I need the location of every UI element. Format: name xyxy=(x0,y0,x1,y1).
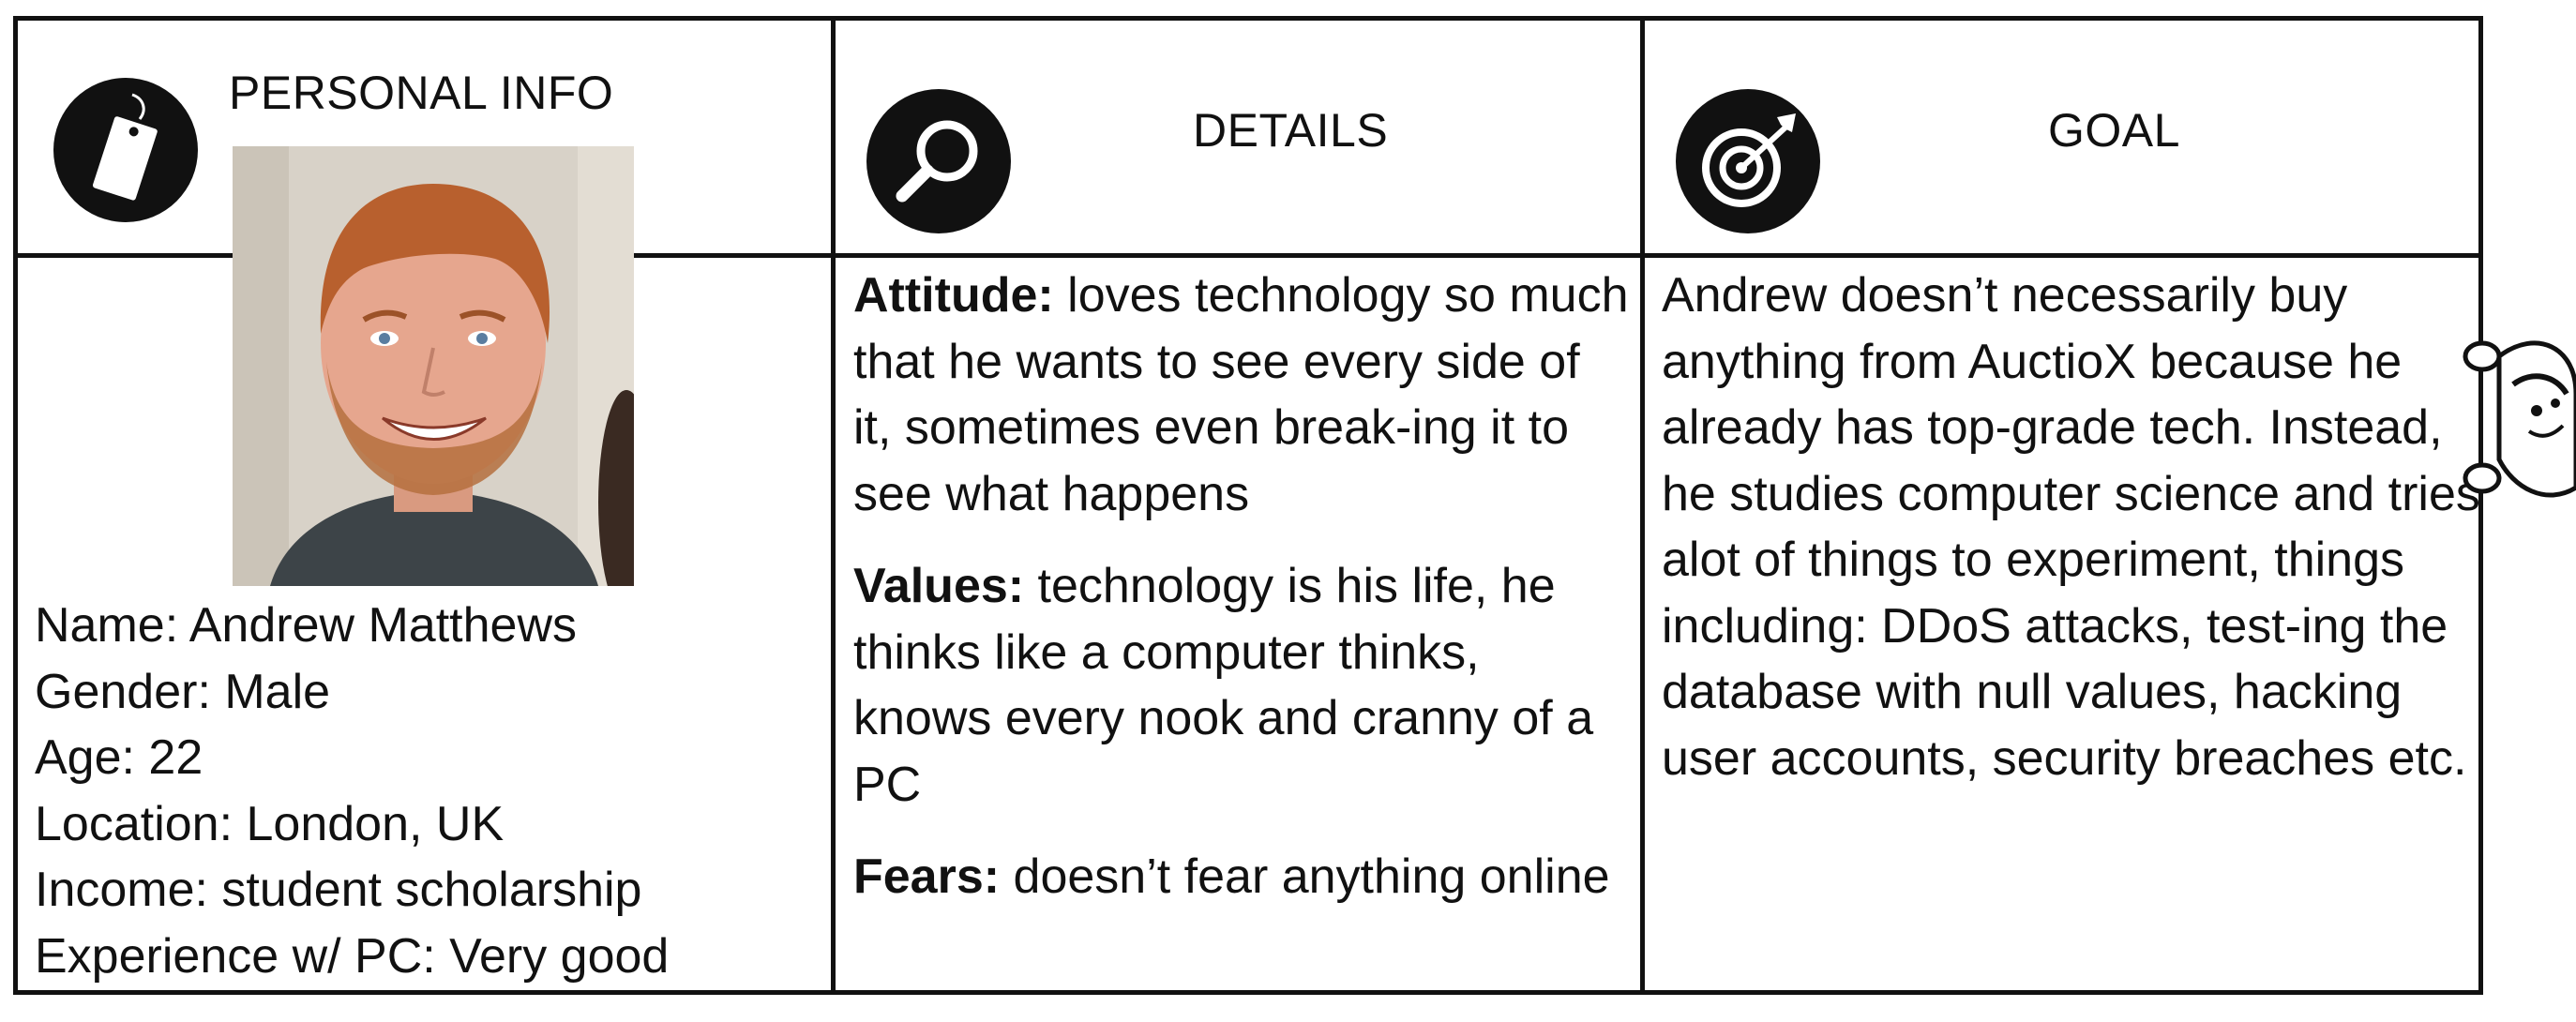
magnifier-icon xyxy=(866,89,1011,233)
details-heading: DETAILS xyxy=(1193,104,1389,157)
attitude-block: Attitude: loves technology so much that … xyxy=(853,263,1630,527)
tag-icon xyxy=(53,78,198,222)
info-income: Income: student scholarship xyxy=(35,863,642,917)
info-experience: Experience w/ PC: Very good xyxy=(35,928,670,984)
column-divider-2 xyxy=(1640,21,1645,990)
goal-text: Andrew doesn’t necessarily buy anything … xyxy=(1662,268,2480,786)
fears-block: Fears: doesn’t fear anything online xyxy=(853,844,1630,910)
values-label: Values: xyxy=(853,559,1025,613)
header-divider xyxy=(18,253,2478,258)
persona-photo xyxy=(233,146,634,586)
fears-label: Fears: xyxy=(853,849,1001,904)
attitude-text: loves technology so much that he wants t… xyxy=(853,268,1629,521)
attitude-label: Attitude: xyxy=(853,268,1054,323)
values-text: technology is his life, he thinks like a… xyxy=(853,559,1594,812)
personal-info-heading: PERSONAL INFO xyxy=(229,67,614,119)
info-location: Location: London, UK xyxy=(35,796,505,851)
details-text: Attitude: loves technology so much that … xyxy=(853,263,1630,937)
fears-text: doesn’t fear anything online xyxy=(1000,849,1610,904)
goal-heading: GOAL xyxy=(2048,104,2180,157)
persona-card: PERSONAL INFO DETAILS GOAL xyxy=(13,16,2483,995)
info-name: Name: Andrew Matthews xyxy=(35,598,578,653)
peeking-figure-icon xyxy=(2462,328,2576,516)
personal-info-list: Name: Andrew Matthews Gender: Male Age: … xyxy=(35,593,669,989)
target-icon xyxy=(1676,89,1820,233)
column-divider-1 xyxy=(831,21,836,990)
values-block: Values: technology is his life, he think… xyxy=(853,553,1630,818)
info-gender: Gender: Male xyxy=(35,664,331,719)
info-age: Age: 22 xyxy=(35,730,203,785)
